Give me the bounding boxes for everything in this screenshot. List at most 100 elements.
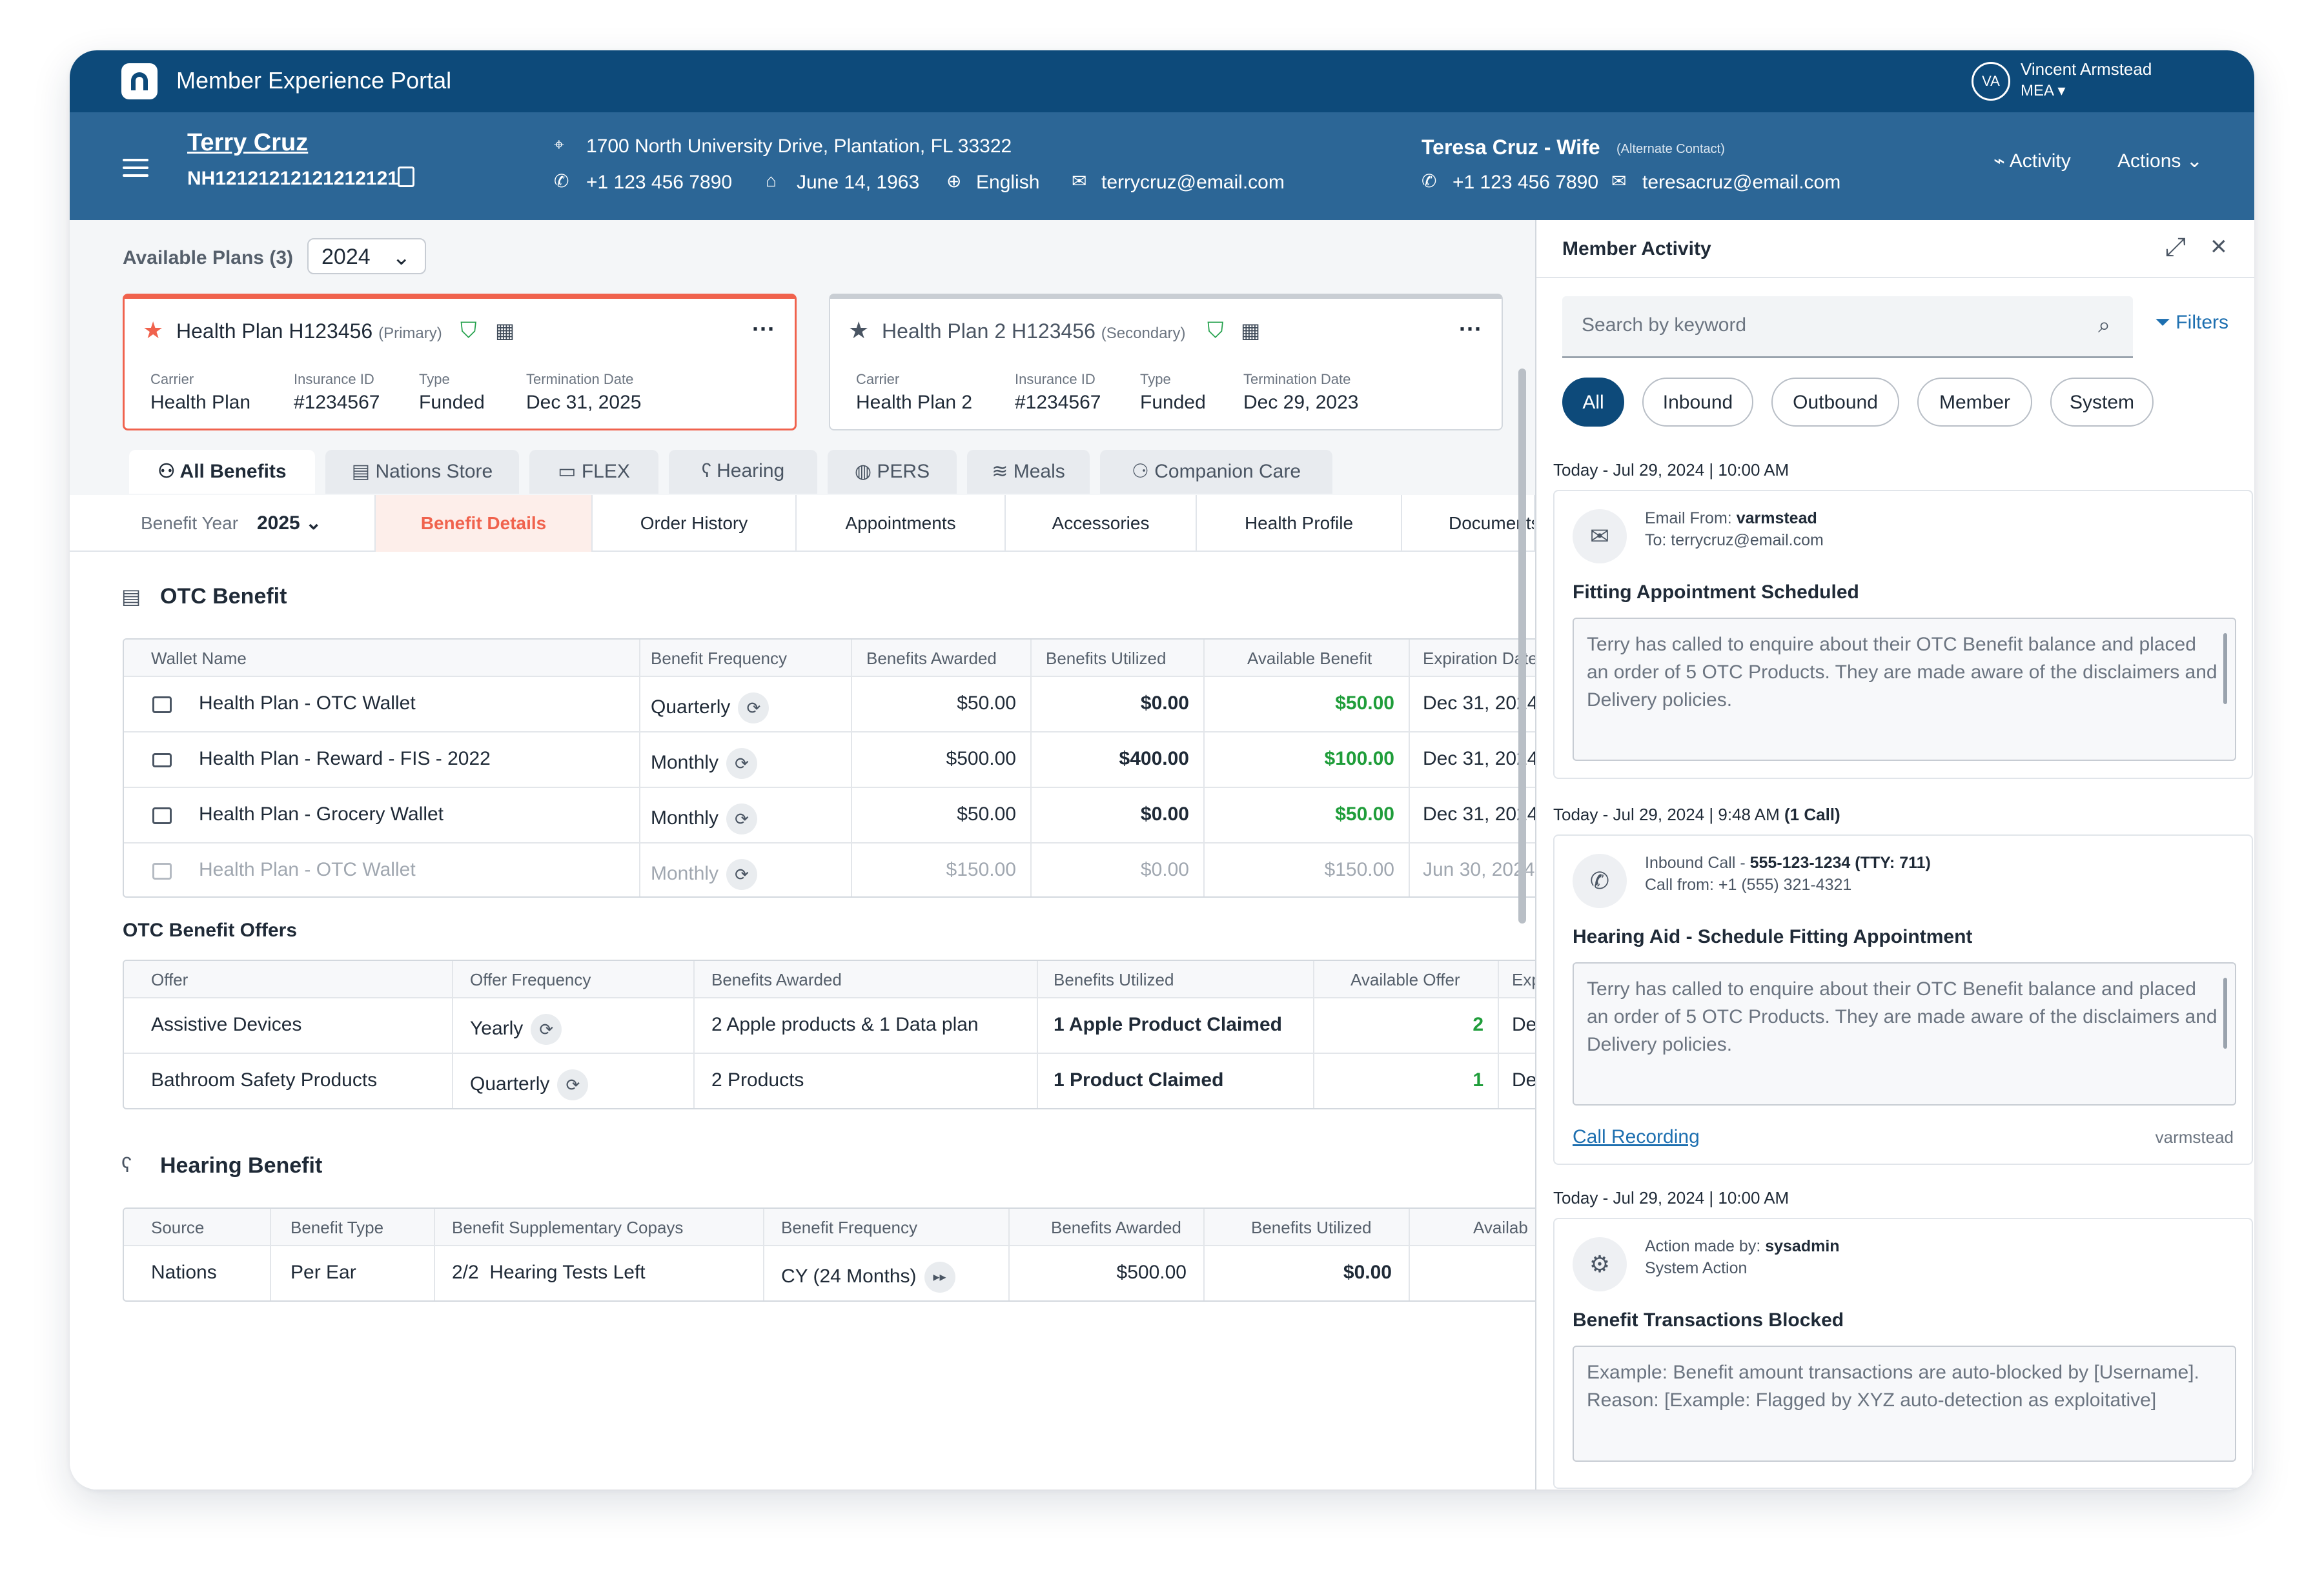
plan-card-primary[interactable]: ★ Health Plan H123456 (Primary) ⛉ ▦ ··· … bbox=[123, 294, 797, 430]
activity-note[interactable]: Example: Benefit amount transactions are… bbox=[1573, 1346, 2236, 1462]
more-options-icon[interactable]: ··· bbox=[752, 316, 775, 342]
chip-member[interactable]: Member bbox=[1917, 378, 2032, 427]
refresh-icon[interactable]: ⟳ bbox=[726, 803, 758, 834]
calendar-icon[interactable]: ▦ bbox=[495, 319, 515, 342]
type-value: Funded bbox=[1140, 392, 1206, 413]
subtab-health-profile[interactable]: Health Profile bbox=[1197, 495, 1402, 552]
column-header: Benefits Awarded bbox=[711, 961, 842, 997]
user-role-menu[interactable]: MEA ▾ bbox=[2021, 81, 2065, 100]
chip-inbound[interactable]: Inbound bbox=[1642, 378, 1753, 427]
subtab-benefit-details[interactable]: Benefit Details bbox=[376, 495, 593, 552]
column-header: Benefits Utilized bbox=[1046, 640, 1167, 676]
filters-label: Filters bbox=[2176, 312, 2229, 333]
carrier-label: Carrier bbox=[856, 371, 900, 387]
subtab-appointments[interactable]: Appointments bbox=[797, 495, 1006, 552]
refresh-icon[interactable]: ⟳ bbox=[726, 748, 758, 779]
table-row[interactable]: Nations Per Ear 2/2 Hearing Tests Left C… bbox=[124, 1245, 1554, 1300]
filter-icon: ⏷ bbox=[2155, 312, 2176, 333]
plan-name: Health Plan 2 H123456 bbox=[882, 319, 1096, 343]
star-icon[interactable]: ★ bbox=[143, 317, 164, 343]
activity-card[interactable]: ⚙ Action made by: sysadmin System Action… bbox=[1553, 1218, 2253, 1489]
close-icon[interactable]: × bbox=[2210, 230, 2227, 262]
frequency-cell: CY (24 Months) ▸▸ bbox=[781, 1246, 955, 1300]
chip-outbound[interactable]: Outbound bbox=[1771, 378, 1899, 427]
tab-companion-care[interactable]: ⚆ Companion Care bbox=[1100, 450, 1332, 494]
note-scrollbar[interactable] bbox=[2223, 633, 2227, 704]
user-name[interactable]: Vincent Armstead bbox=[2021, 59, 2152, 79]
member-dob: June 14, 1963 bbox=[797, 172, 920, 193]
table-row[interactable]: Health Plan - OTC Wallet Monthly ⟳ $150.0… bbox=[124, 842, 1554, 896]
note-scrollbar[interactable] bbox=[2223, 978, 2227, 1049]
app-logo bbox=[121, 63, 158, 99]
column-divider bbox=[763, 1209, 764, 1300]
tab-all-benefits[interactable]: ⚇ All Benefits bbox=[129, 450, 315, 494]
column-header: Benefit Frequency bbox=[651, 640, 788, 676]
table-row[interactable]: Health Plan - OTC Wallet Quarterly ⟳ $50.… bbox=[124, 676, 1554, 731]
frequency-cell: Yearly ⟳ bbox=[470, 998, 562, 1053]
column-header: Source bbox=[151, 1209, 205, 1245]
chip-all[interactable]: All bbox=[1562, 378, 1624, 427]
activity-date: Today - Jul 29, 2024 | 10:00 AM bbox=[1553, 1188, 1789, 1207]
table-row[interactable]: Health Plan - Grocery Wallet Monthly ⟳ $5… bbox=[124, 787, 1554, 842]
call-recording-link[interactable]: Call Recording bbox=[1573, 1126, 1700, 1147]
expand-icon[interactable]: ⤢ bbox=[2165, 233, 2186, 261]
tab-hearing[interactable]: ʕ Hearing bbox=[669, 450, 817, 494]
refresh-icon[interactable]: ⟳ bbox=[557, 1069, 589, 1100]
member-name[interactable]: Terry Cruz bbox=[187, 129, 309, 156]
calendar-icon[interactable]: ▦ bbox=[1241, 319, 1261, 342]
search-icon[interactable]: ⌕ bbox=[2098, 313, 2111, 338]
activity-note[interactable]: Terry has called to enquire about their … bbox=[1573, 962, 2236, 1106]
utilized-value: $0.00 bbox=[1140, 859, 1189, 880]
tab-label: Hearing bbox=[717, 460, 785, 481]
menu-icon[interactable] bbox=[123, 159, 148, 182]
activity-recipient: To: terrycruz@email.com bbox=[1645, 531, 1824, 549]
activity-title: Benefit Transactions Blocked bbox=[1573, 1309, 1844, 1331]
forward-icon[interactable]: ▸▸ bbox=[924, 1262, 955, 1293]
column-divider bbox=[1409, 1209, 1410, 1300]
user-avatar[interactable]: VA bbox=[1972, 62, 2010, 101]
refresh-icon[interactable]: ⟳ bbox=[531, 1014, 562, 1045]
alternate-contact-tag: (Alternate Contact) bbox=[1616, 142, 1725, 156]
location-pin-icon: ⌖ bbox=[554, 134, 564, 154]
subtab-accessories[interactable]: Accessories bbox=[1006, 495, 1197, 552]
termination-label: Termination Date bbox=[526, 371, 634, 387]
available-value: $50.00 bbox=[1335, 803, 1394, 825]
column-divider bbox=[1008, 1209, 1010, 1300]
actions-button[interactable]: Actions ⌄ bbox=[2117, 150, 2203, 172]
subtab-documents[interactable]: Documents bbox=[1402, 495, 1535, 552]
table-row[interactable]: Assistive Devices Yearly ⟳ 2 Apple produc… bbox=[124, 997, 1554, 1053]
type-label: Type bbox=[1140, 371, 1171, 387]
chip-system[interactable]: System bbox=[2050, 378, 2154, 427]
activity-search-input[interactable]: Search by keyword bbox=[1562, 296, 2133, 358]
hearing-benefit-title: Hearing Benefit bbox=[160, 1153, 323, 1178]
tab-meals[interactable]: ≋ Meals bbox=[967, 450, 1090, 494]
refresh-icon[interactable]: ⟳ bbox=[738, 692, 770, 723]
refresh-icon[interactable]: ⟳ bbox=[726, 859, 758, 890]
expiration-value: De bbox=[1512, 1069, 1537, 1091]
tab-nations-store[interactable]: ▤ Nations Store bbox=[325, 450, 519, 494]
activity-note[interactable]: Terry has called to enquire about their … bbox=[1573, 618, 2236, 761]
column-header: Benefits Utilized bbox=[1251, 1209, 1372, 1245]
insurance-value: #1234567 bbox=[1015, 392, 1101, 413]
content-scrollbar[interactable] bbox=[1518, 369, 1526, 924]
activity-card[interactable]: ✉ Email From: varmstead To: terrycruz@em… bbox=[1553, 490, 2253, 779]
tab-pers[interactable]: ◍ PERS bbox=[828, 450, 957, 494]
frequency-cell: Quarterly ⟳ bbox=[651, 677, 770, 731]
filters-button[interactable]: ⏷ Filters bbox=[2155, 312, 2228, 334]
activity-card[interactable]: ✆ Inbound Call - 555-123-1234 (TTY: 711)… bbox=[1553, 834, 2253, 1165]
phone-icon: ✆ bbox=[1422, 171, 1437, 191]
benefit-year-select[interactable]: Benefit Year 2025 ⌄ bbox=[70, 495, 376, 552]
table-row[interactable]: Health Plan - Reward - FIS - 2022 Monthl… bbox=[124, 731, 1554, 787]
utilized-value: 1 Apple Product Claimed bbox=[1054, 1014, 1282, 1035]
type-label: Type bbox=[419, 371, 450, 387]
copy-icon[interactable] bbox=[398, 167, 414, 187]
plan-year-select[interactable]: 2024 ⌄ bbox=[307, 238, 426, 274]
tab-flex[interactable]: ▭ FLEX bbox=[529, 450, 658, 494]
more-options-icon[interactable]: ··· bbox=[1459, 316, 1482, 342]
subtab-order-history[interactable]: Order History bbox=[593, 495, 797, 552]
plan-card-secondary[interactable]: ★ Health Plan 2 H123456 (Secondary) ⛉ ▦ … bbox=[829, 294, 1503, 430]
available-value: $100.00 bbox=[1324, 748, 1394, 769]
table-row[interactable]: Bathroom Safety Products Quarterly ⟳ 2 Pr… bbox=[124, 1053, 1554, 1108]
activity-button[interactable]: ⌁ Activity bbox=[1993, 150, 2071, 172]
star-icon[interactable]: ★ bbox=[848, 317, 870, 343]
